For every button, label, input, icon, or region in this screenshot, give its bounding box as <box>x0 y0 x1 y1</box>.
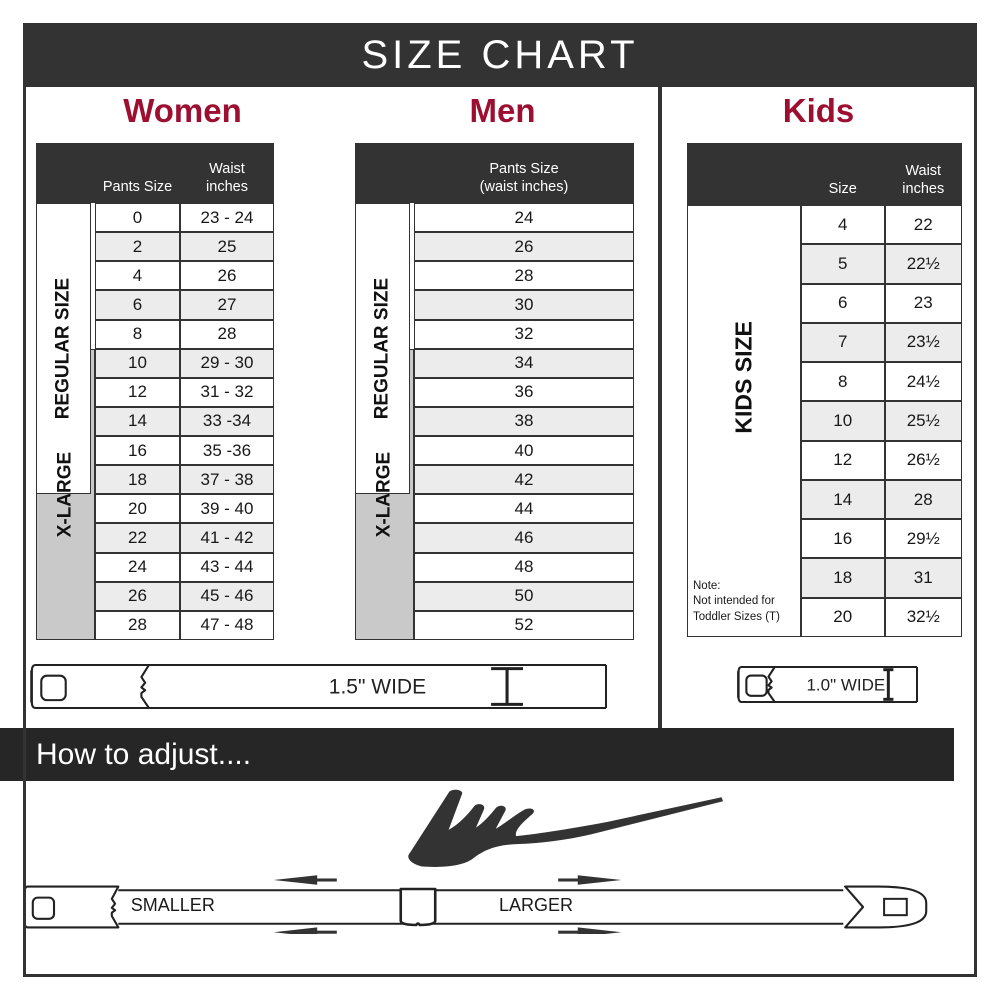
svg-text:SMALLER: SMALLER <box>131 895 215 915</box>
svg-text:1.5" WIDE: 1.5" WIDE <box>329 676 426 699</box>
svg-text:LARGER: LARGER <box>499 895 573 915</box>
svg-text:1.0" WIDE: 1.0" WIDE <box>806 675 885 694</box>
